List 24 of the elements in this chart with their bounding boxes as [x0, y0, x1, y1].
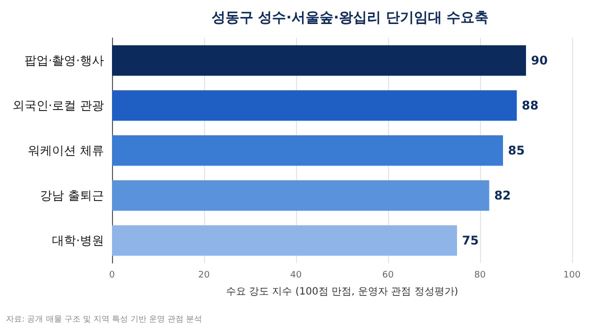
x-tick-label: 0: [109, 270, 116, 280]
y-tick-label: 워케이션 체류: [28, 144, 104, 158]
x-tick-label: 40: [290, 270, 302, 280]
bar: [112, 180, 490, 211]
x-tick-label: 100: [563, 270, 581, 280]
bar: [112, 90, 517, 121]
y-tick-label: 외국인·로컬 관광: [12, 98, 104, 112]
bar: [112, 225, 457, 256]
y-tick-label: 대학·병원: [52, 234, 104, 248]
data-label: 88: [522, 98, 539, 112]
chart-title: 성동구 성수·서울숲·왕십리 단기임대 수요축: [211, 10, 489, 26]
bar: [112, 135, 503, 166]
bar: [112, 45, 526, 76]
y-tick-label: 팝업·촬영·행사: [24, 54, 104, 68]
data-label: 85: [508, 144, 525, 158]
data-label: 82: [494, 188, 511, 202]
data-label: 90: [531, 54, 548, 68]
x-tick-label: 60: [382, 270, 394, 280]
text: 자료: 공개 매물 구조 및 지역 특성 기반 운영 관점 분석: [6, 314, 202, 324]
x-axis-title: 수요 강도 지수 (100점 만점, 운영자 관점 정성평가): [226, 286, 458, 298]
data-label: 75: [462, 234, 479, 248]
x-tick-label: 20: [198, 270, 210, 280]
y-tick-label: 강남 출퇴근: [40, 188, 104, 202]
x-tick-label: 80: [474, 270, 486, 280]
